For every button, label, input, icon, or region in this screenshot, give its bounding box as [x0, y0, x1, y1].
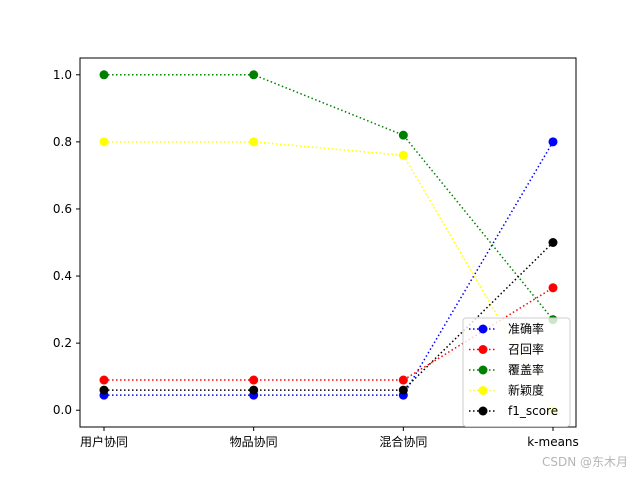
data-point	[249, 70, 259, 80]
x-axis: 用户协同 物品协同 混合协同 k-means	[80, 427, 579, 449]
x-tick-label: 混合协同	[379, 434, 427, 449]
series-line	[104, 141, 554, 411]
series-layer	[99, 70, 558, 415]
legend-box	[462, 317, 571, 427]
data-point	[398, 130, 408, 140]
y-tick-label: 0.0	[53, 403, 72, 417]
data-point	[249, 375, 259, 385]
data-point	[548, 137, 558, 147]
legend-label: 准确率	[508, 321, 544, 336]
data-point	[548, 283, 558, 293]
legend-marker	[478, 324, 488, 334]
series-line	[104, 287, 554, 381]
legend-marker	[478, 386, 488, 395]
data-point	[99, 385, 109, 395]
watermark: CSDN @东木月	[541, 455, 628, 469]
legend-label: f1_score	[508, 404, 558, 418]
y-tick-label: 1.0	[53, 68, 72, 82]
legend-marker	[478, 365, 488, 375]
data-point	[99, 137, 109, 147]
x-tick-label: 用户协同	[80, 434, 128, 449]
data-point	[249, 385, 259, 395]
legend-label: 召回率	[508, 342, 544, 357]
data-point	[398, 375, 408, 385]
legend-item: 准确率	[469, 321, 544, 336]
y-tick-label: 0.2	[53, 336, 72, 350]
x-tick-label: k-means	[527, 435, 579, 449]
data-point	[398, 150, 408, 160]
legend-label: 覆盖率	[508, 362, 544, 377]
y-tick-label: 0.4	[53, 269, 72, 283]
y-tick-label: 0.6	[53, 202, 72, 216]
data-point	[249, 137, 259, 147]
legend-item: 新颖度	[469, 383, 544, 398]
data-point	[548, 238, 558, 247]
legend-item: 覆盖率	[469, 362, 544, 377]
legend-item: f1_score	[469, 404, 558, 418]
data-point	[99, 70, 109, 80]
legend-item: 召回率	[469, 342, 544, 357]
legend-label: 新颖度	[508, 383, 544, 398]
series-4	[99, 238, 558, 395]
x-tick-label: 物品协同	[230, 434, 278, 449]
series-line	[104, 241, 554, 391]
y-tick-label: 0.8	[53, 135, 72, 149]
legend-marker	[478, 406, 488, 416]
series-line	[104, 141, 554, 396]
y-axis: 0.0 0.2 0.4 0.6 0.8 1.0	[53, 68, 80, 417]
data-point	[99, 375, 109, 385]
legend-marker	[478, 345, 488, 354]
series-1	[99, 283, 558, 385]
data-point	[398, 385, 408, 395]
